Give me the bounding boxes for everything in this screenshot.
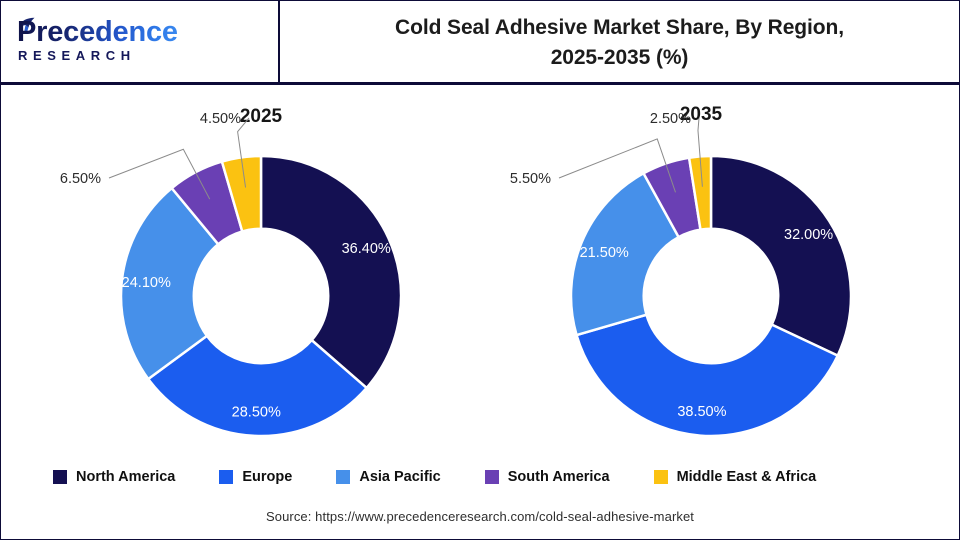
legend-item: Europe (219, 469, 292, 485)
label-leader-line (237, 117, 250, 188)
legend-label: Middle East & Africa (676, 469, 817, 485)
legend-label: Europe (242, 469, 293, 485)
page-title-line-2: 2025-2035 (%) (550, 46, 689, 69)
label-leader-line (697, 117, 703, 187)
label-leader-line (558, 138, 676, 193)
donut-slice (146, 334, 369, 438)
legend-swatch (53, 470, 67, 484)
donut-slice (119, 186, 220, 381)
donut-title-2025: 2025 (239, 106, 283, 127)
legend: North America Europe Asia Pacific South Ame… (1, 463, 959, 491)
logo-subtitle: RESEARCH (18, 48, 136, 63)
legend-swatch (336, 470, 351, 484)
source-caption: Source: https://www.precedenceresearch.c… (265, 509, 695, 524)
slice-value-label: 5.50% (510, 171, 551, 187)
label-leader-line (108, 148, 211, 200)
donut-slice (709, 154, 853, 358)
slice-value-label: 28.50% (232, 405, 281, 421)
slice-value-label: 38.50% (677, 404, 726, 420)
legend-swatch (219, 470, 234, 484)
donut-title-2035: 2035 (679, 104, 723, 125)
donut-slice (569, 171, 681, 337)
slice-value-label: 24.10% (122, 275, 171, 291)
header-divider (1, 82, 959, 85)
header: Precedence RESEARCH Cold Seal Adhesive M… (1, 1, 959, 83)
leaf-icon (19, 17, 35, 33)
donut-chart-2035: 32.00% 38.50% 21.50% 5.50% 2.50% (486, 111, 936, 471)
legend-swatch (653, 470, 668, 484)
legend-item: Middle East & Africa (653, 469, 817, 485)
legend-item: North America (53, 469, 175, 485)
header-vertical-divider (278, 1, 280, 83)
legend-label: North America (76, 469, 176, 485)
logo-wordmark: Precedence (17, 16, 178, 48)
legend-swatch (484, 470, 499, 484)
legend-item: South America (484, 469, 610, 485)
donut-svg-2035: 32.00% 38.50% 21.50% 5.50% 2.50% (510, 111, 853, 438)
donut-slice (687, 154, 713, 232)
slice-value-label: 4.50% (200, 111, 241, 127)
donut-svg-2025: 36.40% 28.50% 24.10% 6.50% 4.50% (60, 111, 403, 438)
legend-item: Asia Pacific (336, 469, 441, 485)
precedence-research-logo: Precedence RESEARCH (11, 15, 178, 69)
slice-value-label: 2.50% (650, 111, 691, 127)
slice-value-label: 6.50% (60, 171, 101, 187)
donut-slice (259, 154, 403, 390)
slice-value-label: 21.50% (580, 245, 629, 261)
donut-chart-2025: 36.40% 28.50% 24.10% 6.50% 4.50% (36, 111, 486, 471)
slice-value-label: 36.40% (342, 241, 391, 257)
page-title-line-1: Cold Seal Adhesive Market Share, By Regi… (395, 16, 844, 39)
legend-label: Asia Pacific (359, 469, 441, 485)
slice-value-label: 32.00% (784, 227, 833, 243)
donut-slice (575, 313, 840, 438)
page-title: Cold Seal Adhesive Market Share, By Regi… (280, 13, 959, 73)
donut-slice (220, 154, 263, 234)
legend-label: South America (507, 469, 610, 485)
